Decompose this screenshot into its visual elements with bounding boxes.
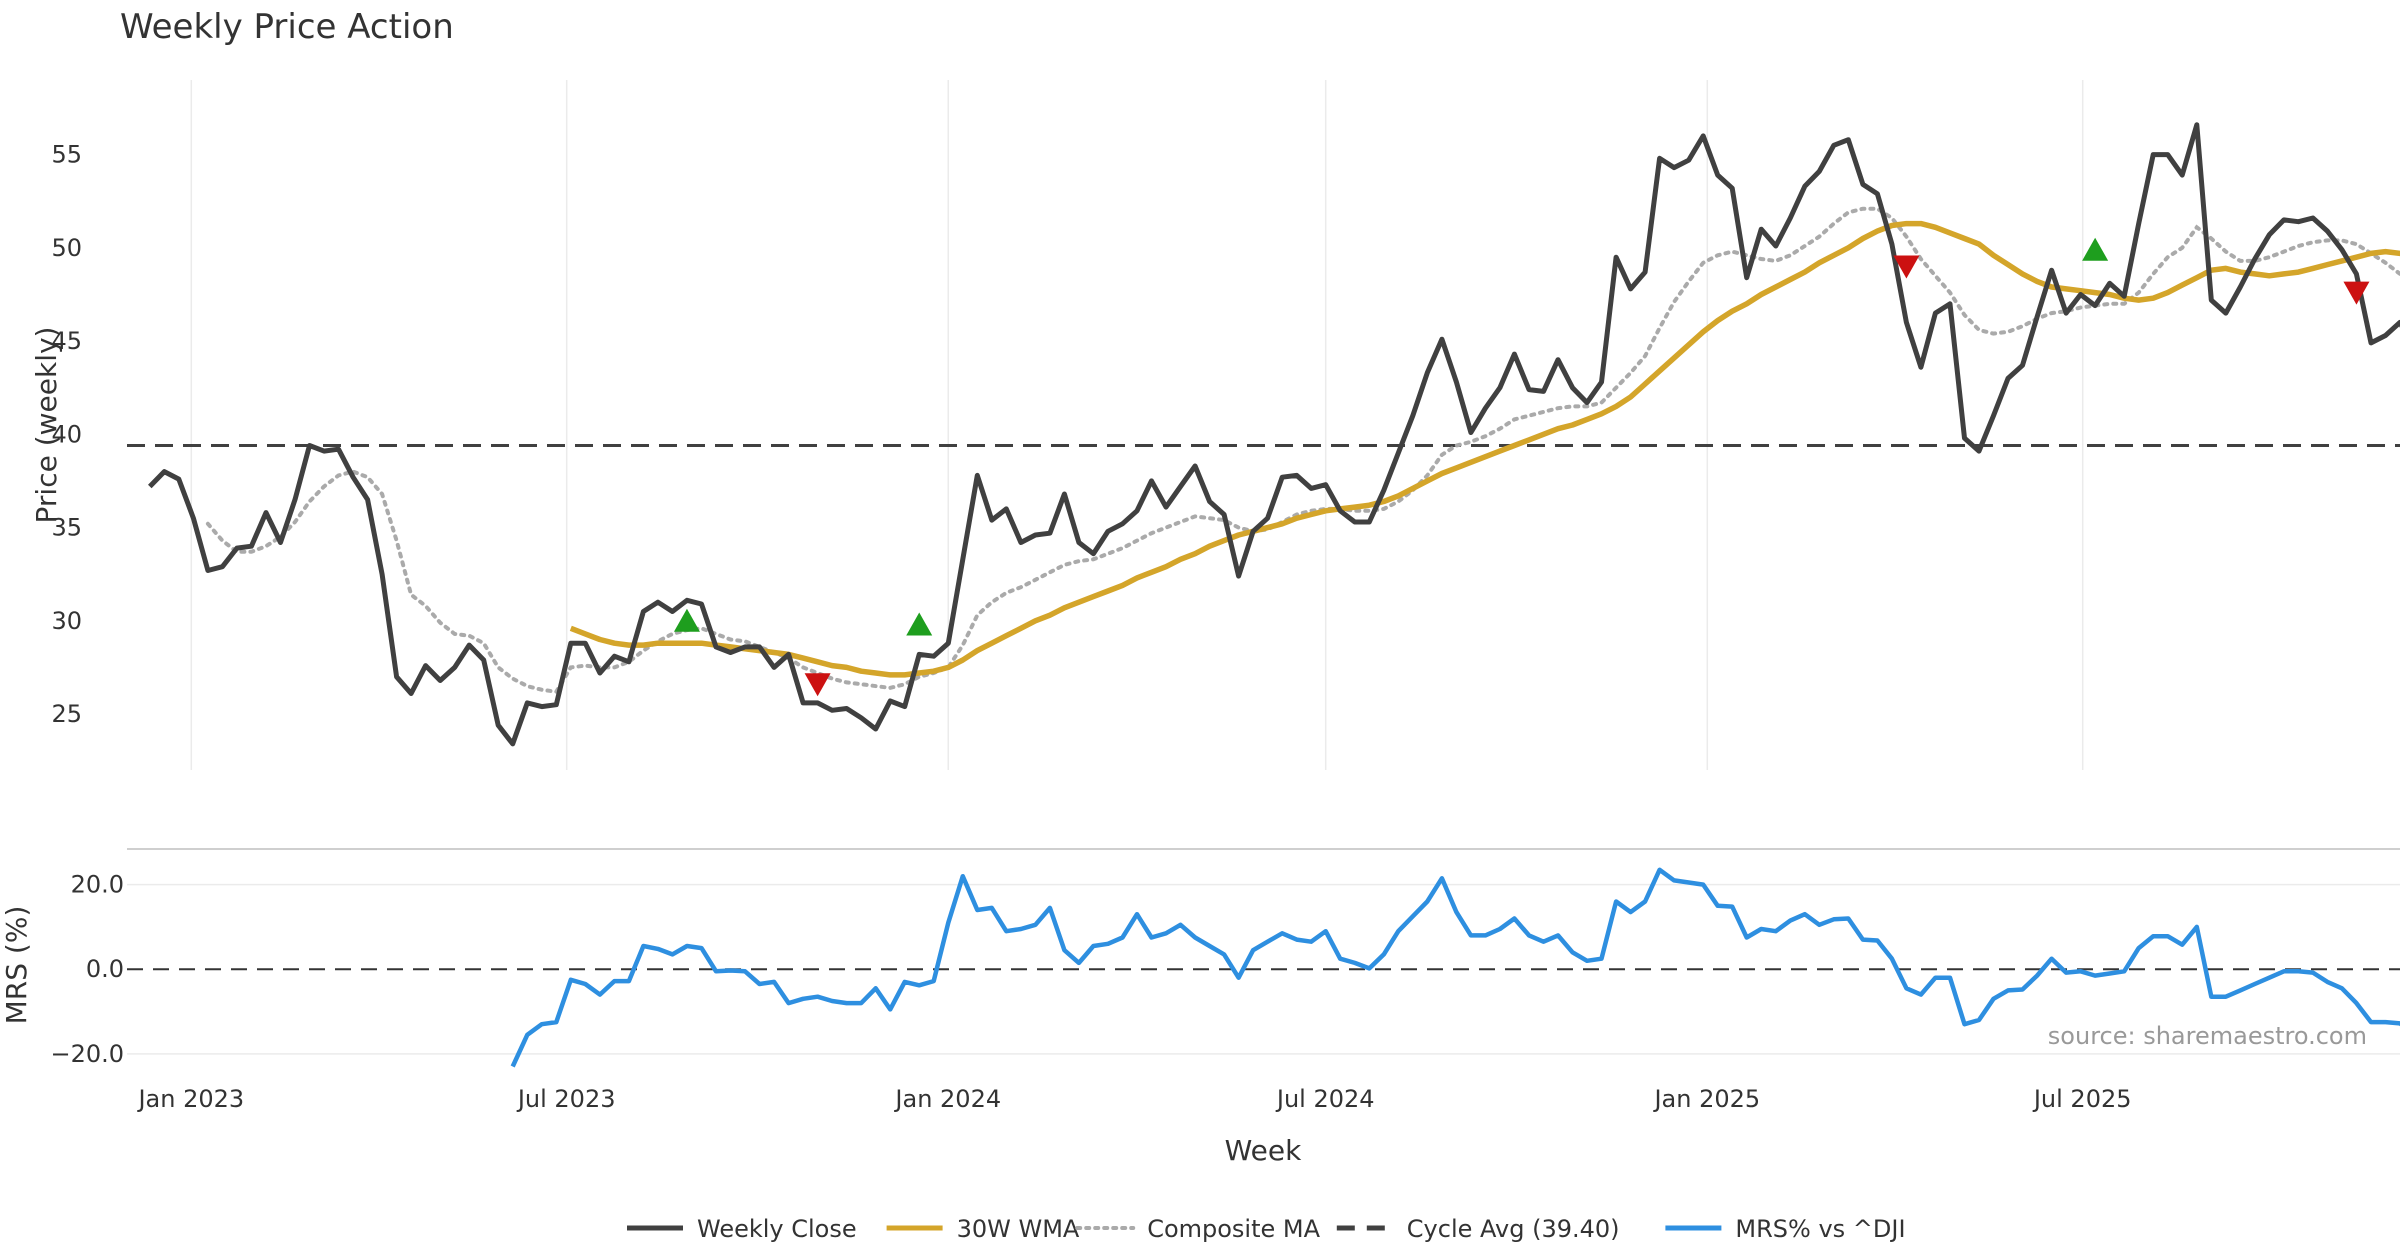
- x-tick-label: Jul 2025: [2032, 1085, 2132, 1113]
- buy-signal-marker: [2082, 237, 2109, 261]
- price-y-tick-label: 25: [51, 700, 82, 728]
- legend-label: Weekly Close: [697, 1215, 857, 1243]
- legend: Weekly Close 30W WMA Composite MA Cycle Avg…: [627, 1215, 1906, 1243]
- legend-label: Cycle Avg (39.40): [1407, 1215, 1620, 1243]
- x-tick-label: Jan 2023: [136, 1085, 244, 1113]
- x-tick-label: Jul 2023: [516, 1085, 616, 1113]
- x-tick-label: Jan 2024: [893, 1085, 1001, 1113]
- mrs-y-tick-label: 0.0: [86, 955, 124, 983]
- composite-ma-line: [205, 206, 2400, 694]
- sell-signal-marker: [804, 673, 831, 697]
- mrs-y-tick-label: 20.0: [71, 871, 124, 899]
- mrs-y-tick-label: −20.0: [50, 1040, 124, 1068]
- weekly-close-line: [148, 122, 2400, 747]
- mrs-grid: [127, 883, 2400, 1055]
- mrs-y-ticks: −20.0 0.0 20.0: [50, 871, 124, 1068]
- price-y-tick-label: 50: [51, 234, 82, 262]
- legend-label: 30W WMA: [957, 1215, 1080, 1243]
- x-axis-title: Week: [1225, 1134, 1302, 1167]
- mrs-line: [510, 867, 2400, 1068]
- chart-title: Weekly Price Action: [120, 7, 454, 47]
- legend-label: MRS% vs ^DJI: [1735, 1215, 1905, 1243]
- legend-label: Composite MA: [1147, 1215, 1320, 1243]
- markers-layer: [673, 237, 2370, 697]
- sell-signal-marker: [2343, 281, 2370, 305]
- x-tick-label: Jul 2024: [1275, 1085, 1375, 1113]
- price-y-ticks: 25 30 35 40 45 50 55: [51, 141, 82, 728]
- source-note: source: sharemaestro.com: [2048, 1022, 2367, 1050]
- price-y-tick-label: 45: [51, 327, 82, 355]
- wma-30w-line: [569, 220, 2400, 678]
- price-y-axis-title: Price (weekly): [30, 327, 63, 524]
- price-y-tick-label: 55: [51, 141, 82, 169]
- price-grid: [190, 80, 2084, 770]
- x-tick-label: Jan 2025: [1652, 1085, 1760, 1113]
- price-y-tick-label: 30: [51, 607, 82, 635]
- series-layer: [127, 122, 2400, 1068]
- buy-signal-marker: [673, 608, 700, 632]
- mrs-y-axis-title: MRS (%): [0, 906, 33, 1025]
- sell-signal-marker: [1893, 255, 1920, 279]
- price-y-tick-label: 40: [51, 420, 82, 448]
- price-y-tick-label: 35: [51, 514, 82, 542]
- buy-signal-marker: [906, 612, 933, 636]
- x-ticks: Jan 2023 Jul 2023 Jan 2024 Jul 2024 Jan 2025…: [136, 1085, 2131, 1113]
